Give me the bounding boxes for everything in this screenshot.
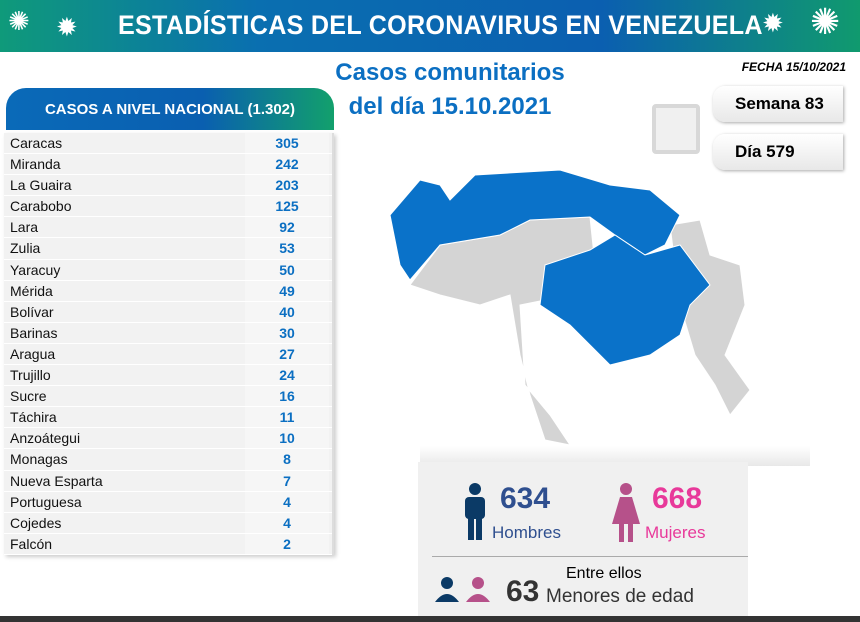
table-row: Cojedes 4 bbox=[4, 512, 332, 534]
map-region-gray bbox=[409, 216, 596, 446]
page-title: ESTADÍSTICAS DEL CORONAVIRUS EN VENEZUEL… bbox=[118, 10, 763, 40]
table-row: Nueva Esparta 7 bbox=[4, 470, 332, 492]
table-row: Monagas 8 bbox=[4, 449, 332, 471]
table-row: Táchira 11 bbox=[4, 407, 332, 429]
table-row: La Guaira 203 bbox=[4, 175, 332, 197]
case-count: 2 bbox=[245, 533, 329, 554]
women-count: 668 bbox=[652, 482, 703, 515]
bottom-bar bbox=[0, 616, 860, 622]
case-count: 40 bbox=[245, 301, 329, 322]
table-row: Miranda 242 bbox=[4, 154, 332, 176]
table-title: CASOS A NIVEL NACIONAL (1.302) bbox=[6, 88, 334, 130]
state-name: Anzoátegui bbox=[10, 430, 81, 447]
state-name: Nueva Esparta bbox=[10, 472, 103, 489]
case-count: 50 bbox=[245, 259, 329, 280]
day-badge: Día 579 bbox=[713, 134, 843, 170]
map-region-bolivar bbox=[539, 234, 711, 366]
state-name: Táchira bbox=[10, 409, 57, 426]
map-region-blue bbox=[389, 169, 681, 281]
minors-intro: Entre ellos bbox=[566, 565, 642, 582]
table-row: Mérida 49 bbox=[4, 280, 332, 302]
state-name: Caracas bbox=[10, 135, 63, 151]
case-count: 49 bbox=[245, 280, 329, 301]
table-row: Portuguesa 4 bbox=[4, 491, 332, 513]
state-name: Mérida bbox=[10, 282, 53, 299]
table-row: Caracas 305 bbox=[4, 133, 332, 155]
case-count: 27 bbox=[245, 343, 329, 365]
table-row: Barinas 30 bbox=[4, 322, 332, 344]
state-name: Trujillo bbox=[10, 367, 51, 384]
case-count: 24 bbox=[245, 365, 329, 386]
case-count: 203 bbox=[245, 175, 329, 196]
state-name: Aragua bbox=[10, 345, 56, 362]
women-label: Mujeres bbox=[645, 523, 706, 542]
table-row: Anzoátegui 10 bbox=[4, 428, 332, 450]
case-count: 7 bbox=[245, 470, 329, 491]
case-count: 125 bbox=[245, 196, 329, 217]
state-name: Cojedes bbox=[10, 514, 62, 531]
table-row: Sucre 16 bbox=[4, 386, 332, 408]
case-count: 30 bbox=[245, 322, 329, 343]
state-name: Sucre bbox=[10, 388, 47, 405]
table-row: Carabobo 125 bbox=[4, 196, 332, 218]
men-count: 634 bbox=[500, 482, 551, 515]
cases-table: Caracas 305 Miranda 242 La Guaira 203 Carabobo… bbox=[4, 133, 334, 555]
minors-label: Menores de edad bbox=[546, 586, 694, 607]
state-name: Lara bbox=[10, 219, 39, 236]
table-row: Zulia 53 bbox=[4, 238, 332, 260]
table-row: Aragua 27 bbox=[4, 343, 332, 366]
case-count: 4 bbox=[245, 491, 329, 512]
header-banner: ✺ ✹ ESTADÍSTICAS DEL CORONAVIRUS EN VENE… bbox=[0, 0, 860, 52]
state-name: La Guaira bbox=[10, 177, 72, 194]
subtitle-line1: Casos comunitarios bbox=[335, 59, 565, 86]
table-row: Trujillo 24 bbox=[4, 365, 332, 387]
virus-icon: ✹ bbox=[762, 8, 784, 38]
date-label: FECHA 15/10/2021 bbox=[741, 60, 846, 74]
subtitle-line2: del día 15.10.2021 bbox=[348, 93, 552, 120]
case-count: 4 bbox=[245, 512, 329, 533]
case-count: 305 bbox=[245, 133, 329, 154]
case-count: 53 bbox=[245, 238, 329, 259]
case-count: 10 bbox=[245, 428, 329, 449]
men-label: Hombres bbox=[492, 523, 561, 542]
divider bbox=[432, 556, 748, 557]
minors-count: 63 bbox=[506, 575, 540, 608]
table-row: Lara 92 bbox=[4, 217, 332, 239]
state-name: Zulia bbox=[10, 240, 41, 257]
state-name: Barinas bbox=[10, 324, 58, 341]
virus-icon: ✺ bbox=[810, 1, 841, 42]
table-row: Yaracuy 50 bbox=[4, 259, 332, 281]
venezuela-map bbox=[389, 169, 751, 446]
state-name: Bolívar bbox=[10, 303, 54, 320]
calendar-icon bbox=[652, 104, 700, 154]
week-badge: Semana 83 bbox=[713, 86, 843, 122]
virus-icon: ✹ bbox=[56, 12, 78, 42]
state-name: Portuguesa bbox=[10, 493, 82, 510]
stats-shadow bbox=[420, 446, 810, 466]
subtitle: Casos comunitarios del día 15.10.2021 bbox=[330, 56, 570, 124]
case-count: 8 bbox=[245, 449, 329, 470]
children-icon bbox=[435, 577, 490, 602]
case-count: 16 bbox=[245, 386, 329, 407]
state-name: Falcón bbox=[10, 535, 53, 552]
state-name: Miranda bbox=[10, 156, 61, 173]
case-count: 92 bbox=[245, 217, 329, 238]
gender-stats-panel: 634 Hombres 668 Mujeres Entre ellos 63 M… bbox=[418, 462, 748, 617]
table-row: Bolívar 40 bbox=[4, 301, 332, 323]
state-name: Yaracuy bbox=[10, 261, 61, 278]
virus-icon: ✺ bbox=[8, 6, 30, 36]
man-icon bbox=[465, 483, 485, 540]
table-row: Falcón 2 bbox=[4, 533, 332, 555]
case-count: 11 bbox=[245, 407, 329, 428]
woman-icon bbox=[612, 483, 640, 542]
state-name: Carabobo bbox=[10, 198, 72, 215]
case-count: 242 bbox=[245, 154, 329, 175]
state-name: Monagas bbox=[10, 451, 68, 468]
